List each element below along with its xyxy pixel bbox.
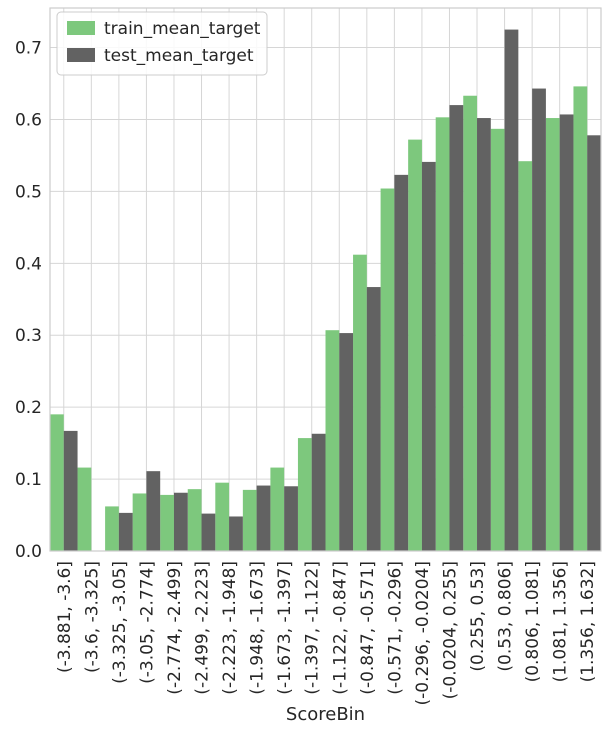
- bar-train_mean_target-14: [435, 117, 450, 551]
- bar-train_mean_target-17: [518, 161, 533, 551]
- x-tick-label: (-0.296, -0.0204]: [413, 561, 433, 706]
- bar-test_mean_target-3: [146, 471, 161, 551]
- x-tick-label: (-1.948, -1.673]: [248, 561, 268, 695]
- bar-train_mean_target-18: [545, 118, 560, 551]
- bar-test_mean_target-18: [559, 114, 574, 551]
- bar-test_mean_target-5: [201, 513, 216, 551]
- bars: [50, 29, 601, 552]
- legend-swatch-train_mean_target: [67, 21, 95, 35]
- bar-train_mean_target-13: [408, 139, 422, 551]
- y-tick-label: 0.3: [15, 326, 42, 346]
- bar-test_mean_target-13: [421, 161, 436, 552]
- x-tick-label: (-0.571, -0.296]: [385, 561, 405, 695]
- x-tick-label: (-3.6, -3.325]: [82, 561, 102, 673]
- x-tick-label: (-2.223, -1.948]: [220, 561, 240, 695]
- bar-train_mean_target-16: [490, 128, 505, 552]
- bar-test_mean_target-0: [63, 430, 78, 551]
- bar-test_mean_target-8: [284, 486, 298, 551]
- bar-train_mean_target-9: [297, 438, 312, 551]
- bar-train_mean_target-11: [353, 254, 367, 551]
- x-tick-label: (0.255, 0.53]: [468, 561, 488, 672]
- y-tick-label: 0.7: [15, 39, 42, 59]
- y-axis-ticks: 0.0 0.1 0.2 0.3 0.4 0.5 0.6 0.7: [15, 39, 42, 562]
- bar-train_mean_target-12: [380, 188, 395, 552]
- x-tick-label: (1.356, 1.632]: [578, 561, 598, 682]
- bar-test_mean_target-19: [587, 135, 601, 552]
- legend-label-test_mean_target: test_mean_target: [104, 46, 254, 66]
- bar-train_mean_target-4: [160, 494, 174, 551]
- legend-box: [56, 11, 268, 76]
- bar-test_mean_target-11: [366, 287, 381, 551]
- x-tick-label: (-1.397, -1.122]: [303, 561, 323, 695]
- x-tick-label: (0.53, 0.806]: [496, 561, 516, 672]
- legend-label-train_mean_target: train_mean_target: [104, 19, 261, 39]
- plot-frame: [49, 7, 602, 552]
- bar-test_mean_target-4: [173, 492, 188, 551]
- bar-train_mean_target-5: [187, 489, 202, 551]
- legend-swatch-test_mean_target: [67, 48, 95, 62]
- x-tick-label: (0.806, 1.081]: [523, 561, 543, 682]
- bar-test_mean_target-2: [118, 512, 133, 551]
- x-tick-label: (-2.499, -2.223]: [193, 561, 213, 695]
- bar-test_mean_target-15: [477, 118, 491, 551]
- bar-test_mean_target-12: [394, 174, 409, 551]
- x-axis-ticks: (-3.881, -3.6] (-3.6, -3.325] (-3.325, -3.…: [55, 561, 598, 706]
- legend: train_mean_target test_mean_target: [56, 11, 268, 76]
- x-tick-label: (-3.881, -3.6]: [55, 561, 75, 673]
- bar-train_mean_target-15: [463, 95, 478, 552]
- bar-train_mean_target-1: [77, 467, 92, 551]
- bar-train_mean_target-10: [325, 330, 340, 551]
- bar-test_mean_target-16: [504, 29, 519, 551]
- bar-test_mean_target-7: [256, 485, 271, 551]
- x-tick-label: (-3.05, -2.774]: [137, 561, 157, 684]
- bar-train_mean_target-19: [573, 86, 588, 552]
- bar-test_mean_target-9: [311, 433, 326, 551]
- bar-train_mean_target-6: [215, 482, 230, 551]
- bar-test_mean_target-10: [339, 333, 354, 551]
- y-tick-label: 0.4: [15, 254, 42, 274]
- bar-test_mean_target-17: [532, 88, 546, 551]
- y-tick-label: 0.6: [15, 110, 42, 130]
- bar-train_mean_target-2: [105, 506, 119, 551]
- x-axis-title: ScoreBin: [286, 704, 365, 725]
- x-tick-label: (1.081, 1.356]: [551, 561, 571, 682]
- x-tick-label: (-1.122, -0.847]: [330, 561, 350, 695]
- y-tick-label: 0.0: [15, 542, 42, 562]
- x-tick-label: (-0.847, -0.571]: [358, 561, 378, 695]
- y-tick-label: 0.1: [15, 470, 42, 490]
- bar-train_mean_target-8: [270, 467, 285, 551]
- y-tick-label: 0.2: [15, 398, 42, 418]
- bar-train_mean_target-3: [132, 493, 147, 551]
- bar-train_mean_target-7: [242, 489, 257, 551]
- x-tick-label: (-2.774, -2.499]: [165, 561, 185, 695]
- y-tick-label: 0.5: [15, 182, 42, 202]
- x-tick-label: (-0.0204, 0.255]: [440, 561, 460, 699]
- bar-test_mean_target-6: [229, 516, 243, 551]
- bar-test_mean_target-14: [449, 105, 464, 551]
- x-tick-label: (-1.673, -1.397]: [275, 561, 295, 695]
- x-tick-label: (-3.325, -3.05]: [110, 561, 130, 684]
- bar-train_mean_target-0: [50, 414, 64, 551]
